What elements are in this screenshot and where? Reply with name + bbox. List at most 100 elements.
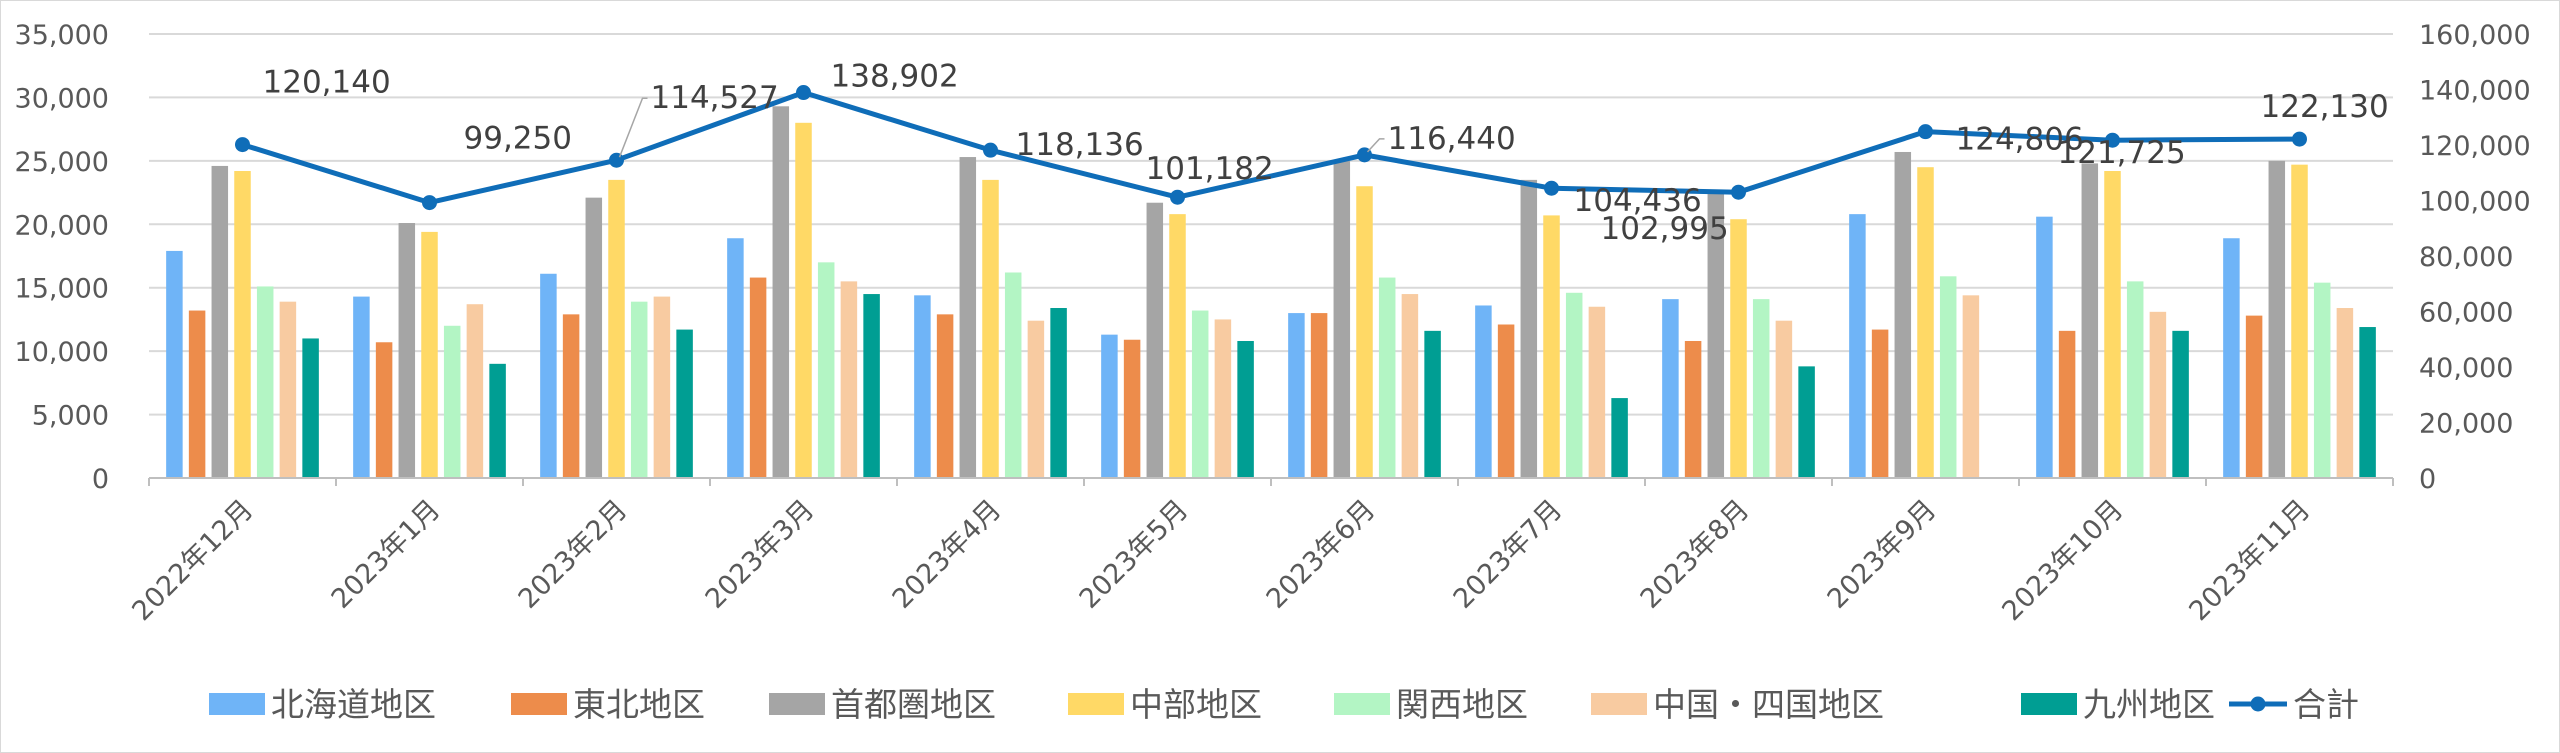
bar-4-1: [234, 171, 251, 478]
bar-2-7: [1310, 313, 1328, 478]
bar-3-3: [585, 197, 603, 478]
bar-5-6: [1191, 310, 1209, 478]
x-category-label: 2023年4月: [887, 494, 1008, 615]
bar-6-7: [1401, 294, 1419, 478]
bar-5-7: [1378, 277, 1396, 478]
bar-1-9: [1662, 299, 1679, 478]
gridlines: [149, 33, 2393, 416]
bar-1-10: [1849, 214, 1866, 478]
bar-2-5: [936, 314, 954, 478]
bar-5-5: [1004, 272, 1022, 478]
bar-3-8: [1520, 179, 1538, 478]
legend-swatch-marker: [2250, 696, 2266, 712]
bar-4-2: [421, 231, 438, 478]
bar-5-3: [630, 301, 648, 478]
total-data-label-7: 116,440: [1388, 121, 1516, 157]
x-category-label: 2023年6月: [1261, 494, 1382, 615]
y-left-tick-label: 30,000: [15, 83, 109, 114]
legend-swatch: [769, 693, 825, 715]
bar-7-2: [489, 363, 506, 478]
bar-6-11: [2149, 311, 2167, 478]
legend-label: 中部地区: [1130, 685, 1262, 724]
y-left-tick-label: 35,000: [15, 20, 109, 51]
bar-1-4: [727, 238, 744, 478]
bar-1-1: [166, 250, 183, 478]
bar-2-9: [1684, 340, 1702, 478]
bar-3-2: [398, 223, 416, 478]
legend-label: 関西地区: [1396, 685, 1528, 724]
total-data-label-11: 121,725: [2058, 135, 2186, 171]
x-category-label: 2023年9月: [1822, 494, 1943, 615]
bar-4-7: [1356, 186, 1373, 478]
bar-6-6: [1214, 319, 1232, 478]
total-point-12: [2292, 131, 2307, 147]
bar-4-10: [1917, 167, 1934, 478]
bar-7-4: [863, 294, 880, 478]
label-leader-line: [618, 97, 648, 158]
y-left-tick-label: 15,000: [15, 274, 109, 305]
bar-1-6: [1101, 334, 1118, 478]
total-point-9: [1731, 184, 1746, 200]
total-point-5: [983, 142, 998, 158]
bar-2-4: [749, 277, 767, 478]
bar-6-1: [279, 301, 297, 478]
total-point-11: [2105, 132, 2120, 148]
bar-2-10: [1871, 329, 1889, 478]
bar-2-6: [1123, 339, 1141, 478]
x-category-label: 2023年11月: [2183, 494, 2316, 627]
bar-5-10: [1939, 276, 1957, 478]
bar-1-7: [1288, 313, 1305, 478]
legend-label: 首都圏地区: [831, 685, 996, 724]
y-right-tick-label: 40,000: [2419, 353, 2513, 384]
total-data-label-6: 101,182: [1146, 151, 1274, 187]
total-data-label-12: 122,130: [2261, 89, 2389, 125]
bar-7-6: [1237, 340, 1254, 478]
bar-5-11: [2126, 281, 2144, 478]
total-data-label-1: 120,140: [263, 65, 391, 101]
y-left-tick-label: 20,000: [15, 210, 109, 241]
bar-1-11: [2036, 216, 2053, 478]
x-category-label: 2023年2月: [513, 494, 634, 615]
total-point-2: [422, 195, 437, 211]
bar-5-4: [817, 262, 835, 478]
x-category-label: 2022年12月: [126, 494, 259, 627]
bar-6-4: [840, 281, 858, 478]
legend-swatch: [1334, 693, 1390, 715]
y-right-tick-label: 60,000: [2419, 298, 2513, 329]
bar-2-8: [1497, 324, 1515, 478]
bar-7-12: [2359, 327, 2376, 478]
bar-4-6: [1169, 214, 1186, 478]
y-right-tick-label: 140,000: [2419, 76, 2531, 107]
bar-4-5: [982, 179, 999, 478]
legend-swatch: [1068, 693, 1124, 715]
bar-2-3: [562, 314, 580, 478]
bar-4-8: [1543, 215, 1560, 479]
bar-6-5: [1027, 320, 1045, 478]
bar-4-4: [795, 122, 812, 479]
y-right-tick-label: 0: [2419, 464, 2436, 495]
bar-3-10: [1894, 151, 1912, 478]
bar-3-6: [1146, 202, 1164, 478]
bar-4-11: [2104, 171, 2121, 478]
total-point-4: [796, 85, 811, 101]
x-category-label: 2023年1月: [326, 494, 447, 615]
legend-swatch: [209, 693, 265, 715]
legend-swatch: [1591, 693, 1647, 715]
y-right-tick-label: 80,000: [2419, 242, 2513, 273]
total-data-label-3: 114,527: [651, 80, 779, 116]
x-category-label: 2023年3月: [700, 494, 821, 615]
bar-3-1: [211, 165, 229, 478]
legend: 北海道地区 東北地区 首都圏地区 中部地区 関西地区 中国・四国地区 九州地区 合計: [209, 685, 2359, 724]
bar-6-8: [1588, 306, 1606, 478]
bar-1-12: [2223, 238, 2240, 478]
y-left-tick-label: 0: [92, 464, 109, 495]
bar-3-12: [2268, 160, 2286, 478]
bar-6-9: [1775, 320, 1793, 478]
total-point-6: [1170, 189, 1185, 205]
legend-label: 合計: [2293, 685, 2359, 724]
bar-3-5: [959, 157, 977, 478]
bar-2-2: [375, 342, 393, 478]
legend-label: 中国・四国地区: [1653, 685, 1884, 724]
bar-series-group: [166, 106, 2376, 479]
